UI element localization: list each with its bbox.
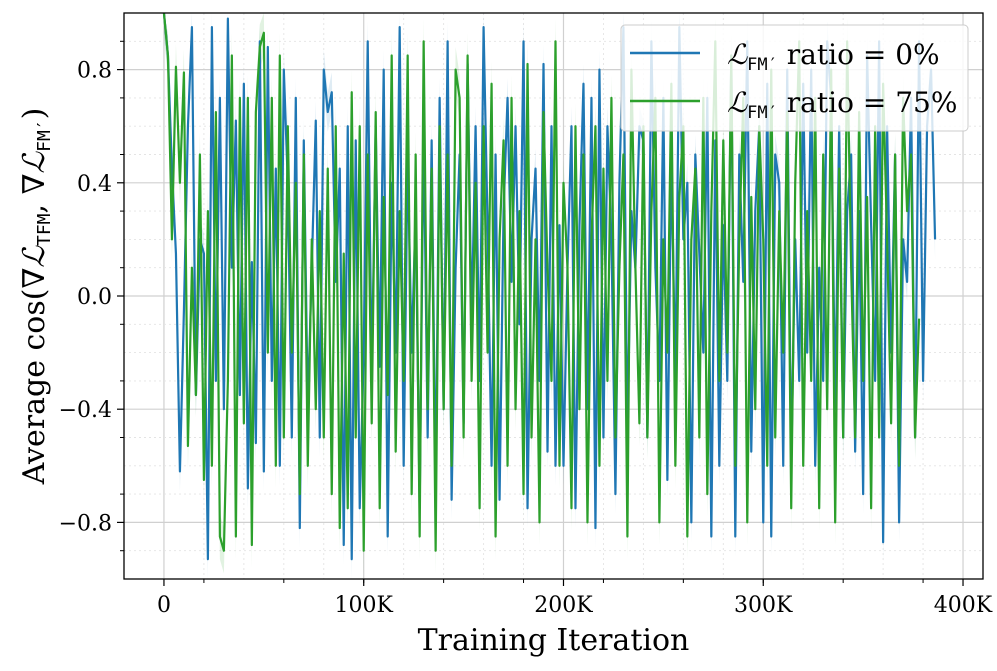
y-tick-label: 0.4	[77, 172, 112, 197]
y-tick-label: −0.8	[59, 511, 112, 536]
x-tick-labels: 0 100K 200K 300K 400K	[157, 593, 993, 618]
axis-ticks	[117, 40, 964, 586]
x-tick-label: 0	[157, 593, 171, 618]
y-label-suffix: )	[17, 108, 52, 120]
y-label-sub-tfm: TFM	[34, 213, 55, 246]
y-axis-label: Average cos(∇ℒTFM, ∇ℒFM′)	[17, 108, 55, 486]
series-lines	[162, 13, 937, 561]
y-tick-labels: −0.8 −0.4 0.0 0.4 0.8	[59, 59, 112, 537]
y-label-script-l: ℒ	[17, 245, 52, 268]
y-label-script-l-2: ℒ	[17, 150, 52, 173]
legend: ℒFM′ ratio = 0% ℒFM′ ratio = 75%	[620, 24, 969, 132]
y-tick-label: 0.0	[77, 285, 112, 310]
legend-label-ratio-75: ℒFM′ ratio = 75%	[727, 86, 957, 123]
x-tick-label: 200K	[534, 593, 593, 618]
y-tick-label: 0.8	[77, 59, 112, 84]
x-tick-label: 400K	[934, 593, 993, 618]
legend-label-ratio-0: ℒFM′ ratio = 0%	[727, 38, 940, 75]
legend-box	[620, 24, 969, 132]
y-label-prefix: Average cos(∇	[17, 268, 52, 486]
x-tick-label: 100K	[335, 593, 394, 618]
x-tick-label: 300K	[734, 593, 793, 618]
series-line-ratio-75	[162, 13, 921, 552]
y-label-separator: , ∇	[17, 173, 52, 213]
x-axis-label: Training Iteration	[418, 623, 690, 658]
y-tick-label: −0.4	[59, 398, 112, 423]
y-label-sub-fm: FM′	[34, 119, 55, 152]
